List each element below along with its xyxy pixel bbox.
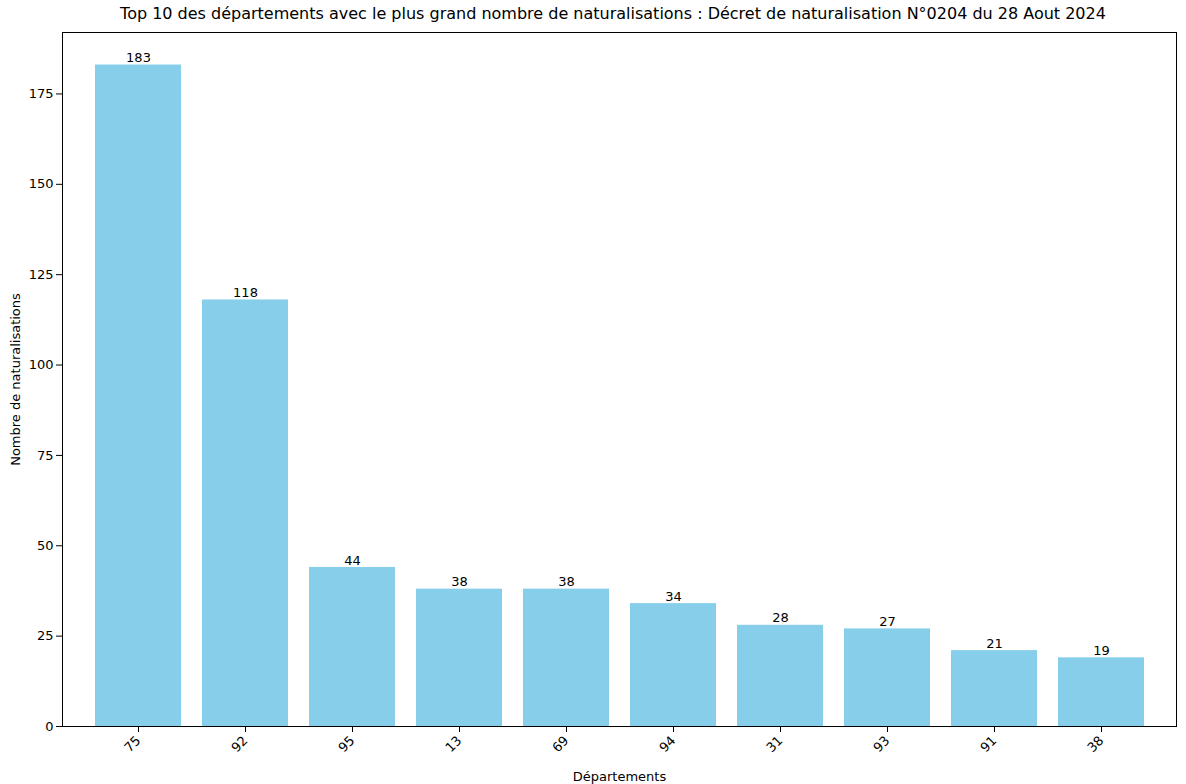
svg-text:34: 34 bbox=[665, 589, 682, 604]
svg-text:25: 25 bbox=[37, 628, 54, 643]
svg-text:94: 94 bbox=[656, 733, 678, 755]
svg-text:38: 38 bbox=[451, 574, 468, 589]
svg-text:28: 28 bbox=[772, 610, 789, 625]
svg-text:95: 95 bbox=[335, 733, 357, 755]
svg-text:91: 91 bbox=[977, 733, 999, 755]
svg-text:75: 75 bbox=[37, 448, 54, 463]
svg-text:69: 69 bbox=[549, 733, 571, 755]
svg-text:100: 100 bbox=[29, 357, 54, 372]
svg-text:38: 38 bbox=[1084, 733, 1106, 755]
svg-text:Nombre de naturalisations: Nombre de naturalisations bbox=[8, 293, 23, 466]
svg-text:75: 75 bbox=[121, 733, 143, 755]
svg-text:0: 0 bbox=[45, 719, 53, 734]
svg-text:31: 31 bbox=[763, 733, 785, 755]
svg-text:150: 150 bbox=[29, 176, 54, 191]
svg-text:44: 44 bbox=[344, 553, 361, 568]
svg-text:92: 92 bbox=[228, 733, 250, 755]
svg-text:175: 175 bbox=[29, 86, 54, 101]
svg-text:125: 125 bbox=[29, 267, 54, 282]
html-text:Top 10 des départements avec l: Top 10 des départements avec le plus gra… bbox=[120, 4, 1106, 23]
svg-text:183: 183 bbox=[126, 50, 151, 65]
svg-text:Départements: Départements bbox=[573, 769, 667, 784]
svg-text:19: 19 bbox=[1093, 643, 1110, 658]
svg-text:118: 118 bbox=[233, 285, 258, 300]
svg-text:38: 38 bbox=[558, 574, 575, 589]
svg-text:50: 50 bbox=[37, 538, 54, 553]
svg-text:13: 13 bbox=[442, 733, 464, 755]
svg-text:21: 21 bbox=[986, 636, 1003, 651]
svg-text:93: 93 bbox=[870, 733, 892, 755]
svg-text:27: 27 bbox=[879, 614, 896, 629]
